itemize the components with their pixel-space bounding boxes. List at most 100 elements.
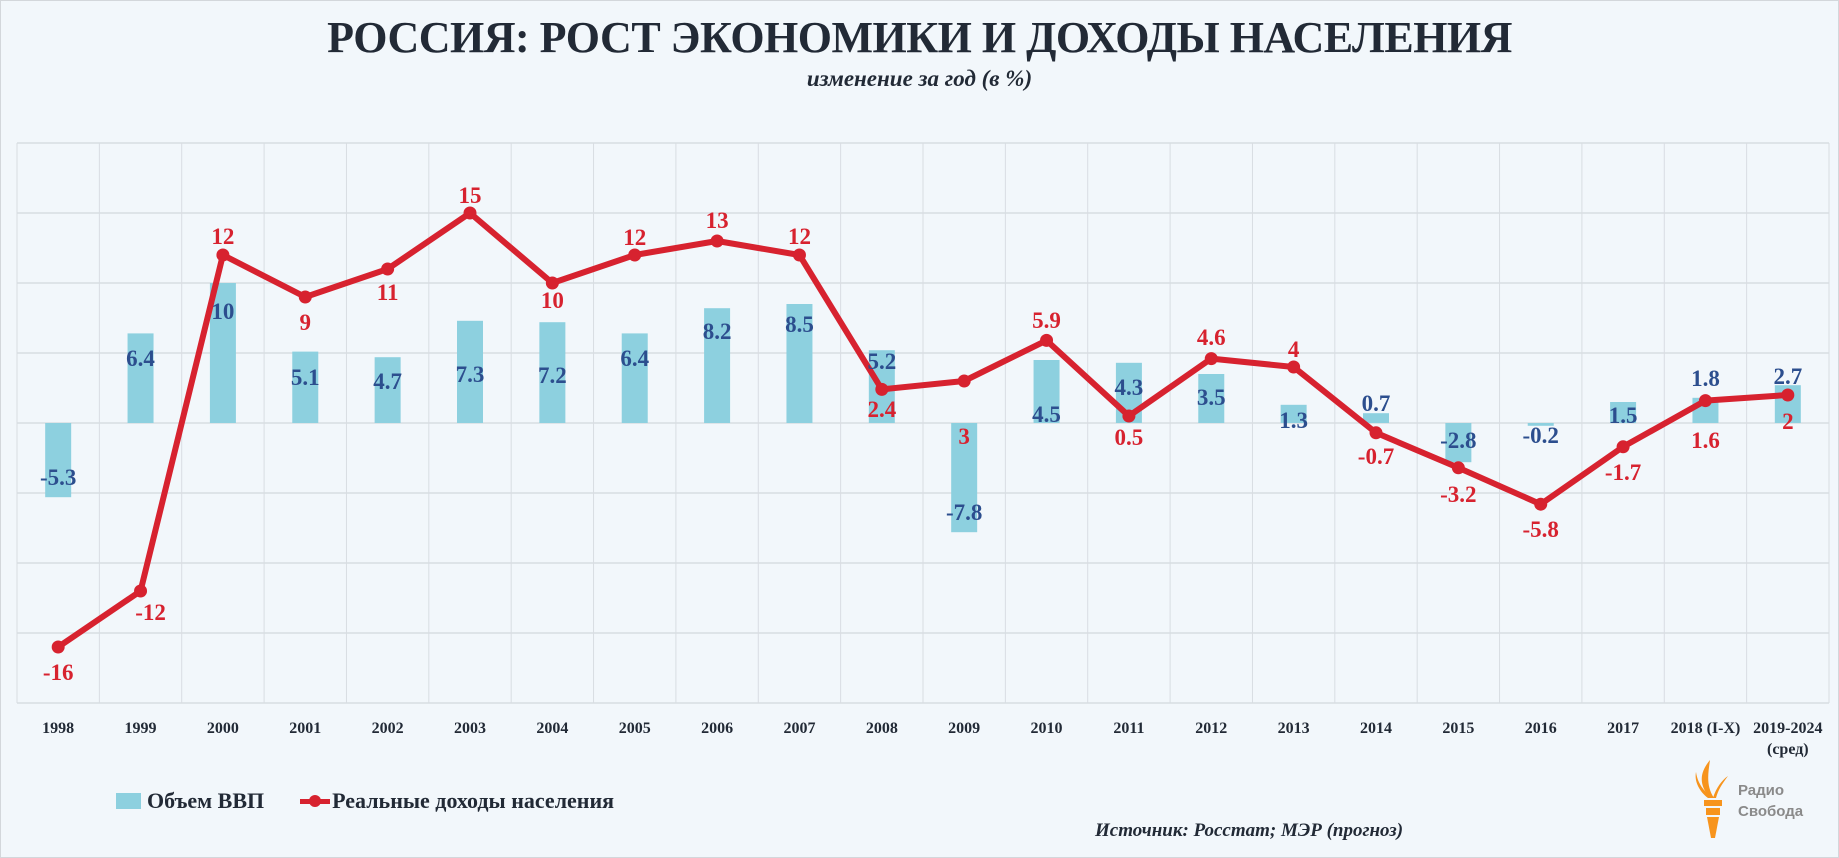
legend: Объем ВВП Реальные доходы населения — [116, 788, 614, 814]
legend-bar-swatch — [116, 793, 141, 809]
x-tick-label: 2017 — [1607, 720, 1639, 737]
income-data-label: 13 — [706, 208, 729, 233]
gdp-bar — [1198, 374, 1225, 423]
x-tick-label: 2006 — [701, 720, 733, 737]
x-tick-label: 2018 (I-X) — [1671, 720, 1741, 737]
income-data-label: 4.6 — [1197, 325, 1226, 350]
x-tick-label: 2010 — [1031, 720, 1063, 737]
income-point — [1616, 440, 1630, 454]
income-data-label: -0.7 — [1358, 444, 1394, 469]
income-point — [1040, 333, 1054, 347]
income-point — [134, 584, 148, 598]
income-data-label: -16 — [43, 660, 74, 685]
income-point — [792, 248, 806, 262]
income-point — [381, 262, 395, 276]
gdp-bar — [1280, 404, 1307, 423]
income-data-label: 10 — [541, 288, 564, 313]
income-data-label: 12 — [788, 224, 811, 249]
gdp-data-label: 7.3 — [456, 362, 485, 387]
income-data-label: 12 — [211, 224, 234, 249]
gdp-bar — [1363, 413, 1389, 423]
x-tick-label: 1999 — [125, 720, 157, 737]
income-data-label: 4 — [1288, 337, 1300, 362]
income-point — [1287, 360, 1301, 374]
income-data-label: -3.2 — [1440, 482, 1476, 507]
x-tick-label: 2007 — [783, 720, 815, 737]
gdp-bar — [209, 283, 236, 423]
legend-income-label: Реальные доходы населения — [332, 788, 615, 813]
income-data-label: -1.7 — [1605, 460, 1641, 485]
radio-svoboda-logo: Радио Свобода — [1692, 758, 1812, 838]
income-point — [1369, 426, 1383, 440]
income-data-label: 5.9 — [1032, 308, 1061, 333]
logo-text-line2: Свобода — [1738, 803, 1804, 820]
gdp-bar — [621, 333, 648, 423]
income-point — [1534, 497, 1548, 511]
gdp-data-label: 4.3 — [1115, 375, 1144, 400]
x-tick-label: 2005 — [619, 720, 651, 737]
income-data-label: 3 — [958, 424, 970, 449]
x-tick-label: 2019-2024 (сред) — [1753, 720, 1822, 758]
gdp-data-label: 5.1 — [291, 365, 320, 390]
gdp-data-label: 0.7 — [1362, 391, 1391, 416]
x-tick-label: 2002 — [372, 720, 404, 737]
income-data-label: 12 — [623, 225, 646, 250]
income-data-label: 2.4 — [867, 397, 896, 422]
x-tick-label: 2000 — [207, 720, 239, 737]
income-data-label: 15 — [459, 183, 482, 208]
income-point — [298, 290, 312, 304]
gdp-data-label: -2.8 — [1440, 428, 1476, 453]
x-tick-label: 2015 — [1442, 720, 1474, 737]
gdp-data-label: 6.4 — [620, 346, 649, 371]
gdp-data-label: 8.5 — [785, 312, 814, 337]
income-point — [957, 374, 971, 388]
gdp-bar — [1445, 423, 1472, 463]
x-tick-label: 2014 — [1360, 720, 1392, 737]
gdp-data-label: 8.2 — [703, 319, 732, 344]
income-data-label: 0.5 — [1115, 425, 1144, 450]
income-point — [1451, 461, 1465, 475]
income-point — [545, 276, 559, 290]
gdp-bar — [45, 423, 72, 498]
income-point — [1204, 352, 1218, 366]
gdp-bar — [374, 357, 401, 423]
legend-line-swatch — [300, 793, 331, 809]
income-data-label: 2 — [1782, 409, 1794, 434]
gdp-bar — [1033, 360, 1060, 423]
income-data-label: -12 — [135, 600, 166, 625]
gdp-data-label: 10 — [211, 299, 234, 324]
gdp-data-label: 1.5 — [1609, 403, 1638, 428]
gdp-bar — [1610, 402, 1637, 423]
gdp-bar — [127, 333, 154, 423]
gdp-bar — [786, 304, 813, 423]
gdp-data-label: 5.2 — [867, 349, 896, 374]
income-point — [216, 248, 230, 262]
gdp-data-label: -0.2 — [1523, 423, 1559, 448]
gdp-data-label: -7.8 — [946, 500, 982, 525]
income-data-label: 1.6 — [1691, 428, 1720, 453]
gdp-data-label: 6.4 — [126, 346, 155, 371]
gdp-bar — [457, 320, 483, 423]
income-point — [875, 382, 889, 396]
legend-gdp-label: Объем ВВП — [147, 788, 265, 813]
income-data-label: 11 — [377, 280, 399, 305]
chart-title: РОССИЯ: РОСТ ЭКОНОМИКИ И ДОХОДЫ НАСЕЛЕНИ… — [327, 13, 1512, 62]
income-data-label: -5.8 — [1523, 517, 1559, 542]
torch-icon — [1695, 760, 1728, 838]
income-point — [1781, 388, 1795, 402]
income-line — [56, 210, 1789, 650]
income-point — [463, 206, 477, 220]
gdp-bar — [951, 423, 978, 533]
income-point — [628, 248, 642, 262]
gdp-data-label: 1.3 — [1279, 408, 1308, 433]
x-tick-label: 2003 — [454, 720, 486, 737]
x-tick-label: 2004 — [536, 720, 568, 737]
x-tick-label: 2001 — [289, 720, 321, 737]
income-data-label: 9 — [300, 310, 312, 335]
gdp-data-label: 7.2 — [538, 363, 567, 388]
income-point — [710, 234, 724, 248]
x-tick-label: 2016 — [1525, 720, 1557, 737]
gdp-bar — [1527, 423, 1554, 426]
x-tick-label: 1998 — [42, 720, 74, 737]
income-point — [1698, 394, 1712, 408]
